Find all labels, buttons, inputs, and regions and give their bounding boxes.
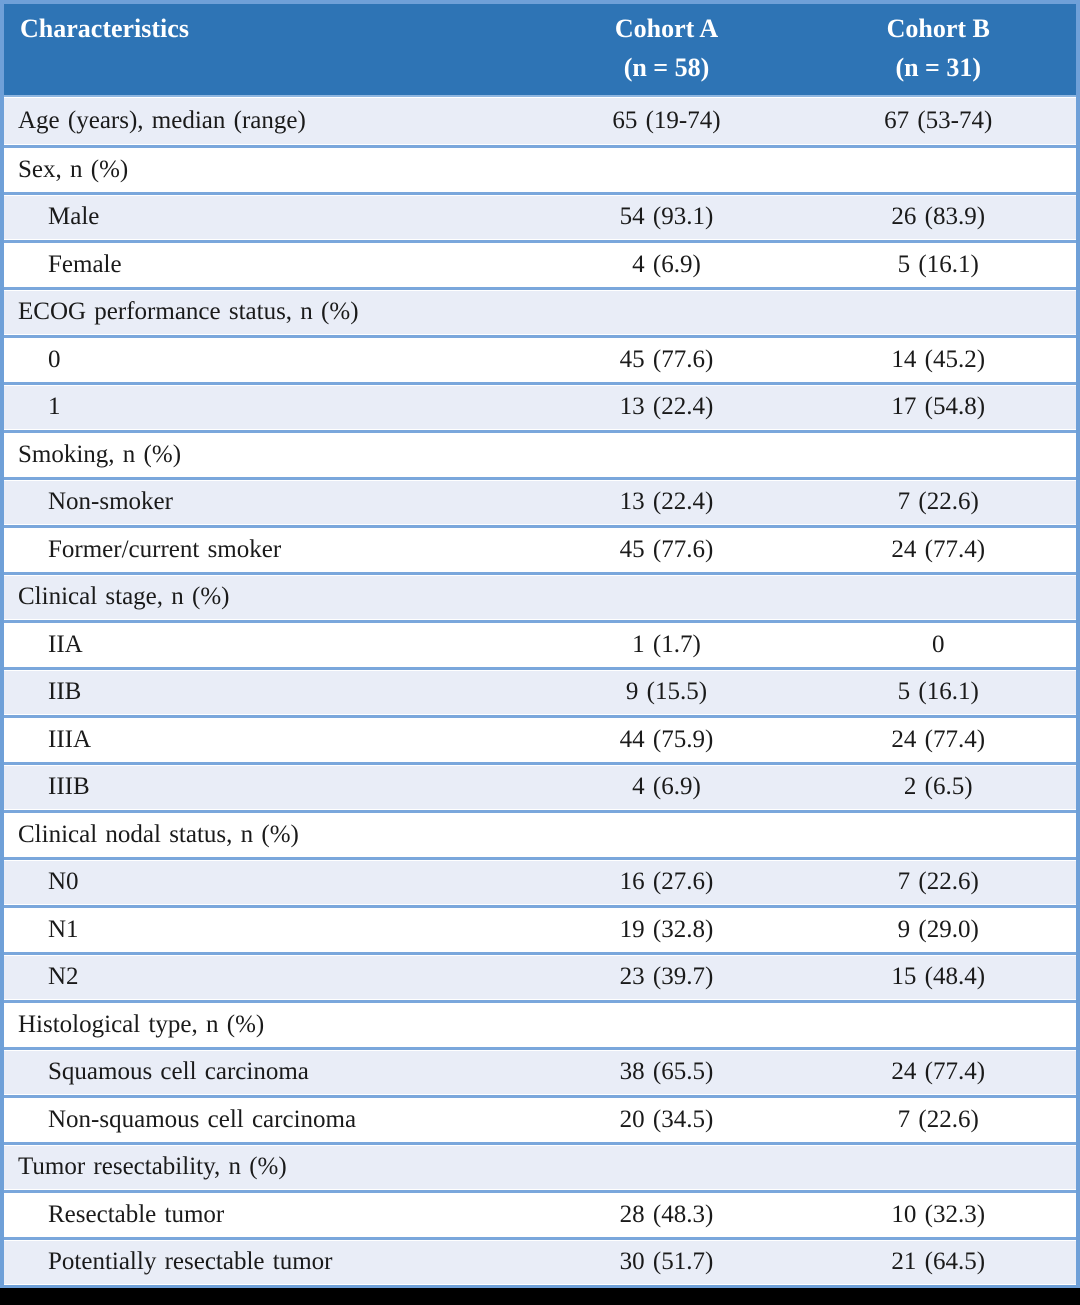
table-row: N1 19 (32.8) 9 (29.0) — [4, 904, 1076, 952]
cohort-a-value: 19 (32.8) — [619, 915, 714, 943]
table-row: N2 23 (39.7) 15 (48.4) — [4, 952, 1076, 1000]
table-row: Tumor resectability, n (%) — [4, 1142, 1076, 1190]
cohort-b-value: 24 (77.4) — [891, 725, 986, 753]
row-label: Age (years), median (range) — [18, 106, 306, 134]
table-row: Non-smoker 13 (22.4) 7 (22.6) — [4, 477, 1076, 525]
table-row: Male 54 (93.1) 26 (83.9) — [4, 192, 1076, 240]
row-label: IIA — [48, 630, 83, 658]
table-row: Non-squamous cell carcinoma 20 (34.5) 7 (2… — [4, 1094, 1076, 1142]
column-header-cohort-b-label: Cohort B — [886, 14, 990, 43]
row-label: Potentially resectable tumor — [48, 1248, 333, 1276]
cohort-a-value: 65 (19-74) — [612, 106, 721, 134]
row-label: IIIA — [48, 725, 92, 753]
table-row: Female 4 (6.9) 5 (16.1) — [4, 239, 1076, 287]
cohort-b-value: 67 (53-74) — [884, 106, 993, 134]
table-row: Age (years), median (range) 65 (19-74) 67 … — [4, 97, 1076, 145]
cohort-b-value: 7 (22.6) — [897, 868, 979, 896]
cohort-a-value: 1 (1.7) — [632, 630, 701, 658]
row-label: N1 — [48, 915, 79, 943]
cohort-a-value: 54 (93.1) — [619, 203, 714, 231]
row-label: Resectable tumor — [48, 1200, 225, 1228]
table-row: 0 45 (77.6) 14 (45.2) — [4, 334, 1076, 382]
cohort-b-value: 5 (16.1) — [897, 678, 979, 706]
cohort-b-value: 0 — [931, 630, 945, 658]
cohort-b-value: 10 (32.3) — [891, 1200, 986, 1228]
cohort-a-value: 45 (77.6) — [619, 345, 714, 373]
cohort-b-value: 2 (6.5) — [903, 773, 973, 801]
table-row: 1 13 (22.4) 17 (54.8) — [4, 382, 1076, 430]
table-row: IIA 1 (1.7) 0 — [4, 619, 1076, 667]
bottom-black-bar — [0, 1288, 1080, 1305]
row-label: Male — [48, 203, 100, 231]
row-label: Former/current smoker — [48, 535, 282, 563]
cohort-b-value: 26 (83.9) — [891, 203, 986, 231]
cohort-a-value: 4 (6.9) — [632, 250, 701, 278]
row-label: N0 — [48, 868, 79, 896]
table-body: Age (years), median (range) 65 (19-74) 67 … — [4, 97, 1076, 1285]
cohort-a-value: 9 (15.5) — [625, 678, 708, 706]
table-row: Histological type, n (%) — [4, 999, 1076, 1047]
table-row: Potentially resectable tumor 30 (51.7) 21 … — [4, 1237, 1076, 1285]
table-row: Sex, n (%) — [4, 144, 1076, 192]
cohort-b-value: 15 (48.4) — [891, 963, 986, 991]
row-label: N2 — [48, 963, 79, 991]
row-label: Smoking, n (%) — [18, 440, 182, 468]
cohort-a-value: 38 (65.5) — [619, 1058, 714, 1086]
cohort-a-value: 16 (27.6) — [619, 868, 714, 896]
cohort-a-value: 4 (6.9) — [632, 773, 701, 801]
table-row: Squamous cell carcinoma 38 (65.5) 24 (77.4… — [4, 1047, 1076, 1095]
row-label: 1 — [48, 393, 61, 421]
row-label: Non-squamous cell carcinoma — [48, 1105, 357, 1133]
row-label: ECOG performance status, n (%) — [18, 298, 359, 326]
cohort-a-value: 13 (22.4) — [619, 393, 714, 421]
table-row: IIIA 44 (75.9) 24 (77.4) — [4, 714, 1076, 762]
column-header-characteristics-label: Characteristics — [20, 14, 189, 43]
row-label: Non-smoker — [48, 488, 173, 516]
cohort-a-value: 45 (77.6) — [619, 535, 714, 563]
row-label: Clinical stage, n (%) — [18, 583, 230, 611]
column-header-cohort-a-n: (n = 58) — [623, 53, 710, 82]
column-header-cohort-b: Cohort B (n = 31) — [800, 4, 1076, 95]
table-header-row: Characteristics Cohort A (n = 58) Cohort… — [4, 4, 1076, 97]
table-row: IIIB 4 (6.9) 2 (6.5) — [4, 762, 1076, 810]
table-row: Smoking, n (%) — [4, 429, 1076, 477]
row-label: 0 — [48, 345, 61, 373]
row-label: Tumor resectability, n (%) — [18, 1153, 287, 1181]
row-label: Histological type, n (%) — [18, 1010, 265, 1038]
row-label: IIIB — [48, 773, 90, 801]
row-label: Clinical nodal status, n (%) — [18, 820, 299, 848]
table-row: Former/current smoker 45 (77.6) 24 (77.4) — [4, 524, 1076, 572]
cohort-a-value: 13 (22.4) — [619, 488, 714, 516]
cohort-b-value: 24 (77.4) — [891, 535, 986, 563]
cohort-b-value: 7 (22.6) — [897, 488, 979, 516]
table-row: N0 16 (27.6) 7 (22.6) — [4, 857, 1076, 905]
table-row: ECOG performance status, n (%) — [4, 287, 1076, 335]
table-row: Clinical nodal status, n (%) — [4, 809, 1076, 857]
row-label: Squamous cell carcinoma — [48, 1058, 309, 1086]
row-label: Female — [48, 250, 122, 278]
cohort-a-value: 30 (51.7) — [619, 1248, 714, 1276]
table-row: Clinical stage, n (%) — [4, 572, 1076, 620]
cohort-b-value: 17 (54.8) — [891, 393, 986, 421]
cohort-a-value: 23 (39.7) — [619, 963, 714, 991]
column-header-cohort-b-n: (n = 31) — [895, 53, 982, 82]
cohort-b-value: 7 (22.6) — [897, 1105, 979, 1133]
cohort-a-value: 44 (75.9) — [619, 725, 714, 753]
row-label: IIB — [48, 678, 82, 706]
cohort-a-value: 20 (34.5) — [619, 1105, 714, 1133]
cohort-b-value: 9 (29.0) — [897, 915, 979, 943]
cohort-b-value: 24 (77.4) — [891, 1058, 986, 1086]
column-header-cohort-a: Cohort A (n = 58) — [532, 4, 800, 95]
column-header-characteristics: Characteristics — [4, 4, 532, 95]
table-row: Resectable tumor 28 (48.3) 10 (32.3) — [4, 1189, 1076, 1237]
table-row: IIB 9 (15.5) 5 (16.1) — [4, 667, 1076, 715]
column-header-cohort-a-label: Cohort A — [614, 14, 719, 43]
cohort-b-value: 21 (64.5) — [891, 1248, 986, 1276]
cohort-a-value: 28 (48.3) — [619, 1200, 714, 1228]
cohort-b-value: 14 (45.2) — [891, 345, 986, 373]
cohort-b-value: 5 (16.1) — [897, 250, 979, 278]
row-label: Sex, n (%) — [18, 155, 129, 183]
